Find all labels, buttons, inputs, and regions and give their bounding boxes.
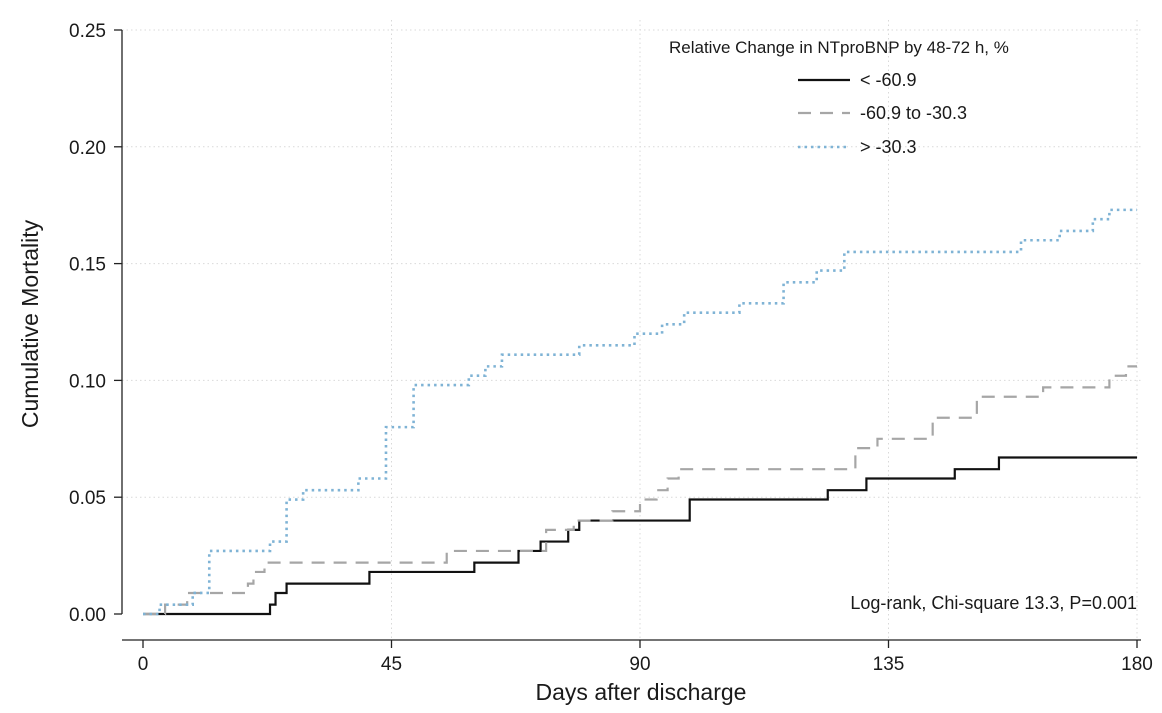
y-tick-label: 0.15 xyxy=(69,255,106,276)
x-tick-label: 180 xyxy=(1121,654,1153,675)
y-tick-label: 0.00 xyxy=(69,605,106,626)
log-rank-annotation: Log-rank, Chi-square 13.3, P=0.001 xyxy=(850,593,1137,613)
x-tick-label: 135 xyxy=(873,654,905,675)
series-line-1 xyxy=(143,456,1137,616)
x-tick-label: 90 xyxy=(629,654,650,675)
legend-label-1: < -60.9 xyxy=(860,70,917,90)
axis-ticks: 0.00 0.05 0.10 0.15 0.20 0.25 0 45 90 135 180 xyxy=(69,21,1153,675)
series-line-2 xyxy=(143,365,1137,616)
series-line-3 xyxy=(143,208,1137,616)
x-axis-title: Days after discharge xyxy=(536,679,747,705)
legend-label-2: -60.9 to -30.3 xyxy=(860,103,967,123)
legend-label-3: > -30.3 xyxy=(860,137,917,157)
y-tick-label: 0.10 xyxy=(69,371,106,392)
series-lines xyxy=(143,208,1137,616)
y-axis-title: Cumulative Mortality xyxy=(17,219,43,428)
legend-title: Relative Change in NTproBNP by 48-72 h, … xyxy=(669,38,1009,57)
y-tick-label: 0.20 xyxy=(69,138,106,159)
legend: Relative Change in NTproBNP by 48-72 h, … xyxy=(669,38,1009,157)
x-tick-label: 45 xyxy=(381,654,402,675)
x-tick-label: 0 xyxy=(138,654,149,675)
y-tick-label: 0.25 xyxy=(69,21,106,42)
gridlines xyxy=(122,20,1141,640)
axes xyxy=(121,30,1141,641)
y-tick-label: 0.05 xyxy=(69,488,106,509)
